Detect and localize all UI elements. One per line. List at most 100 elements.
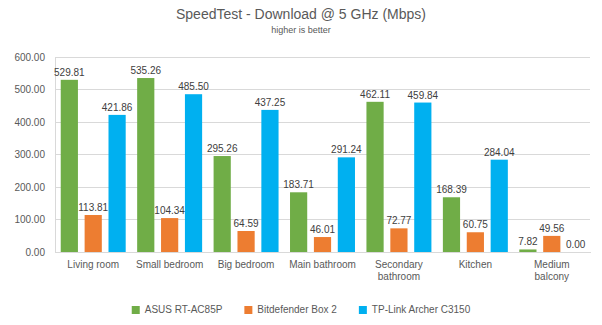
bar [85, 215, 102, 252]
bar [137, 78, 154, 252]
bar [467, 232, 484, 252]
data-label: 462.11 [360, 89, 390, 100]
legend-label: ASUS RT-AC85P [145, 304, 223, 315]
data-label: 60.75 [463, 219, 488, 230]
y-tick: 500.00 [14, 84, 55, 95]
data-labels: 529.81 535.26 295.26 183.71 462.11 168.39 7.82… [54, 65, 586, 250]
chart: SpeedTest - Download @ 5 GHz (Mbps) highe… [0, 0, 602, 325]
bar [491, 160, 508, 252]
data-label: 485.50 [178, 81, 209, 92]
bar [366, 102, 383, 252]
legend-label: Bitdefender Box 2 [257, 304, 337, 315]
data-label: 49.56 [539, 223, 564, 234]
y-tick-label: 400.00 [14, 117, 45, 128]
legend-swatch [132, 306, 140, 314]
x-tick-label: Big bedroom [218, 259, 275, 270]
x-axis-line [56, 252, 591, 253]
data-label: 7.82 [518, 236, 538, 247]
data-label: 437.25 [255, 97, 286, 108]
x-tick: Kitchen [459, 259, 492, 270]
y-tick: 300.00 [14, 149, 55, 160]
plot-area: 0.00 100.00 200.00 300.00 400.00 500.00 600.00… [14, 52, 590, 282]
y-tick: 200.00 [14, 182, 55, 193]
grid-line [55, 187, 590, 188]
data-label: 295.26 [207, 143, 238, 154]
legend-label: TP-Link Archer C3150 [372, 304, 471, 315]
legend-swatch [244, 306, 252, 314]
bar-series [61, 78, 537, 252]
x-tick: Small bedroom [136, 259, 203, 270]
bar [314, 237, 331, 252]
bar [161, 218, 178, 252]
data-label: 284.04 [484, 147, 515, 158]
bar-series [85, 215, 561, 252]
x-tick-label: Secondarybathroom [375, 259, 423, 282]
y-tick: 400.00 [14, 117, 55, 128]
x-tick-label-line: Secondary [375, 259, 423, 270]
y-tick: 600.00 [14, 52, 55, 63]
bar [543, 236, 560, 252]
y-axis-line [55, 58, 56, 253]
bars [61, 78, 561, 252]
bar [109, 115, 126, 252]
x-tick: Living room [67, 259, 119, 270]
data-label: 104.34 [154, 205, 185, 216]
y-tick-label: 200.00 [14, 182, 45, 193]
x-tick: Mediumbalcony [534, 259, 570, 282]
bar-series [109, 94, 508, 252]
bar [443, 197, 460, 252]
x-tick-label: Main bathroom [289, 259, 356, 270]
subtitle: higher is better [271, 25, 331, 35]
grid-line [55, 219, 590, 220]
data-label: 183.71 [283, 179, 314, 190]
bar [338, 157, 355, 252]
data-label: 72.77 [386, 215, 411, 226]
x-tick: Main bathroom [289, 259, 356, 270]
data-label: 0.00 [566, 239, 586, 250]
grid-line [55, 89, 590, 90]
grid [55, 57, 590, 252]
x-tick-label: Living room [67, 259, 119, 270]
x-tick-label-line: bathroom [378, 271, 420, 282]
title: SpeedTest - Download @ 5 GHz (Mbps) [176, 6, 426, 22]
data-label: 529.81 [54, 67, 85, 78]
data-label: 459.84 [408, 90, 439, 101]
bar [214, 156, 231, 252]
y-tick-label: 100.00 [14, 214, 45, 225]
x-tick-label-line: Medium [534, 259, 570, 270]
grid-line [55, 122, 590, 123]
x-tick: Secondarybathroom [375, 259, 423, 282]
legend-item: TP-Link Archer C3150 [359, 304, 471, 315]
bar [261, 110, 278, 252]
bar [290, 192, 307, 252]
legend-item: ASUS RT-AC85P [132, 304, 223, 315]
data-label: 168.39 [436, 184, 467, 195]
x-tick-label: Mediumbalcony [534, 259, 570, 282]
data-label: 113.81 [78, 202, 108, 213]
x-tick-label-line: balcony [535, 271, 569, 282]
data-label: 421.86 [102, 102, 133, 113]
legend-item: Bitdefender Box 2 [244, 304, 337, 315]
x-tick: Big bedroom [218, 259, 275, 270]
bar [390, 228, 407, 252]
y-tick: 100.00 [14, 214, 55, 225]
grid-line [55, 57, 590, 58]
x-tick-label: Small bedroom [136, 259, 203, 270]
data-label: 46.01 [310, 224, 335, 235]
data-label: 535.26 [130, 65, 161, 76]
data-label: 64.59 [234, 218, 259, 229]
legend-swatch [359, 306, 367, 314]
y-axis: 0.00 100.00 200.00 300.00 400.00 500.00 600.00 [14, 52, 55, 258]
bar [414, 103, 431, 252]
bar [237, 231, 254, 252]
x-tick-label: Kitchen [459, 259, 492, 270]
y-tick: 0.00 [26, 247, 55, 258]
x-axis: Living room Small bedroom Big bedroom Main … [56, 253, 591, 283]
bar [567, 252, 584, 253]
y-tick-label: 300.00 [14, 149, 45, 160]
data-label: 291.24 [331, 144, 362, 155]
y-tick-label: 500.00 [14, 84, 45, 95]
legend: ASUS RT-AC85P Bitdefender Box 2 TP-Link Ar… [132, 304, 471, 315]
bar [185, 94, 202, 252]
bar [519, 249, 536, 252]
